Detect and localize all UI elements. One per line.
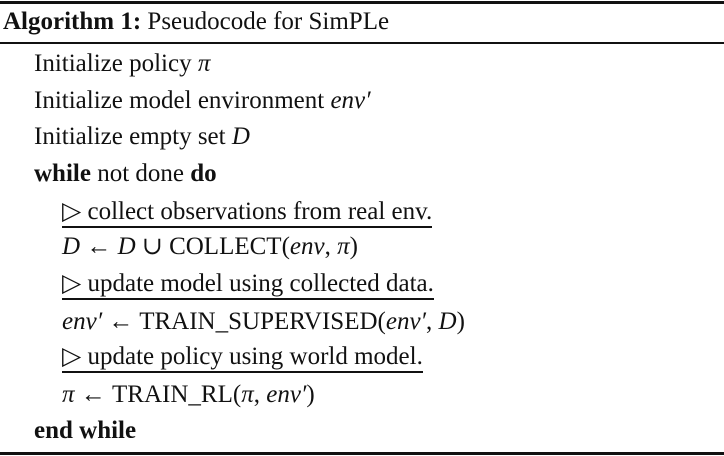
line-train-supervised: env′ ← TRAIN_SUPERVISED(env′, D) [62, 306, 465, 338]
line-init-model: Initialize model environment env′ [34, 85, 371, 117]
math-d: D [117, 233, 136, 260]
paren-open: ( [377, 308, 386, 335]
comment-update-policy: ▷ update policy using world model. [62, 341, 423, 373]
bottom-rule [0, 452, 724, 455]
keyword-do: do [190, 160, 217, 187]
math-pi: π [197, 50, 211, 77]
math-env-prime: env′ [266, 381, 307, 408]
function-train-rl: TRAIN_RL [112, 381, 233, 408]
math-pi: π [241, 381, 254, 408]
line-end-while: end while [34, 415, 136, 447]
caption-rule [0, 42, 724, 44]
math-env: env [289, 233, 325, 260]
line-collect: D ← D ∪ COLLECT(env, π) [62, 231, 358, 263]
math-d: D [438, 308, 457, 335]
arrow-op: ← [102, 308, 140, 335]
math-pi: π [62, 381, 75, 408]
math-env-prime: env′ [62, 308, 103, 335]
line-text: Initialize empty set [34, 123, 232, 150]
caption-title: Pseudocode for SimPLe [147, 8, 390, 35]
algorithm-caption: Algorithm 1: Pseudocode for SimPLe [3, 6, 389, 38]
paren-close: ) [306, 381, 315, 408]
comment-text: ▷ collect observations from real env. [62, 198, 433, 228]
caption-label: Algorithm 1: [3, 8, 142, 35]
paren-open: ( [232, 381, 242, 408]
math-d: D [231, 123, 250, 150]
line-while: while not done do [34, 158, 217, 190]
comment-text: ▷ update model using collected data. [62, 270, 434, 300]
top-rule [0, 1, 724, 4]
keyword-while: while [34, 160, 91, 187]
line-init-set: Initialize empty set D [34, 121, 250, 153]
comma: , [426, 308, 439, 335]
comment-collect: ▷ collect observations from real env. [62, 196, 433, 228]
line-text: not done [90, 160, 191, 187]
comma: , [324, 233, 338, 260]
line-init-policy: Initialize policy π [34, 48, 210, 80]
math-env-prime: env′ [330, 87, 371, 114]
union-op: ∪ [135, 233, 170, 260]
comment-text: ▷ update policy using world model. [62, 343, 423, 373]
function-collect: COLLECT [169, 233, 282, 260]
keyword-end-while: end while [34, 417, 137, 444]
comma: , [253, 381, 267, 408]
math-env-prime: env′ [385, 308, 427, 335]
paren-close: ) [349, 233, 358, 260]
line-train-rl: π ← TRAIN_RL(π, env′) [62, 379, 315, 411]
arrow-op: ← [80, 233, 118, 260]
math-pi: π [337, 233, 350, 260]
line-text: Initialize model environment [34, 87, 331, 114]
function-train-supervised: TRAIN_SUPERVISED [139, 308, 378, 335]
line-text: Initialize policy [34, 50, 198, 77]
math-d: D [62, 233, 81, 260]
arrow-op: ← [74, 381, 113, 408]
paren-close: ) [456, 308, 465, 335]
comment-update-model: ▷ update model using collected data. [62, 268, 434, 300]
paren-open: ( [281, 233, 290, 260]
